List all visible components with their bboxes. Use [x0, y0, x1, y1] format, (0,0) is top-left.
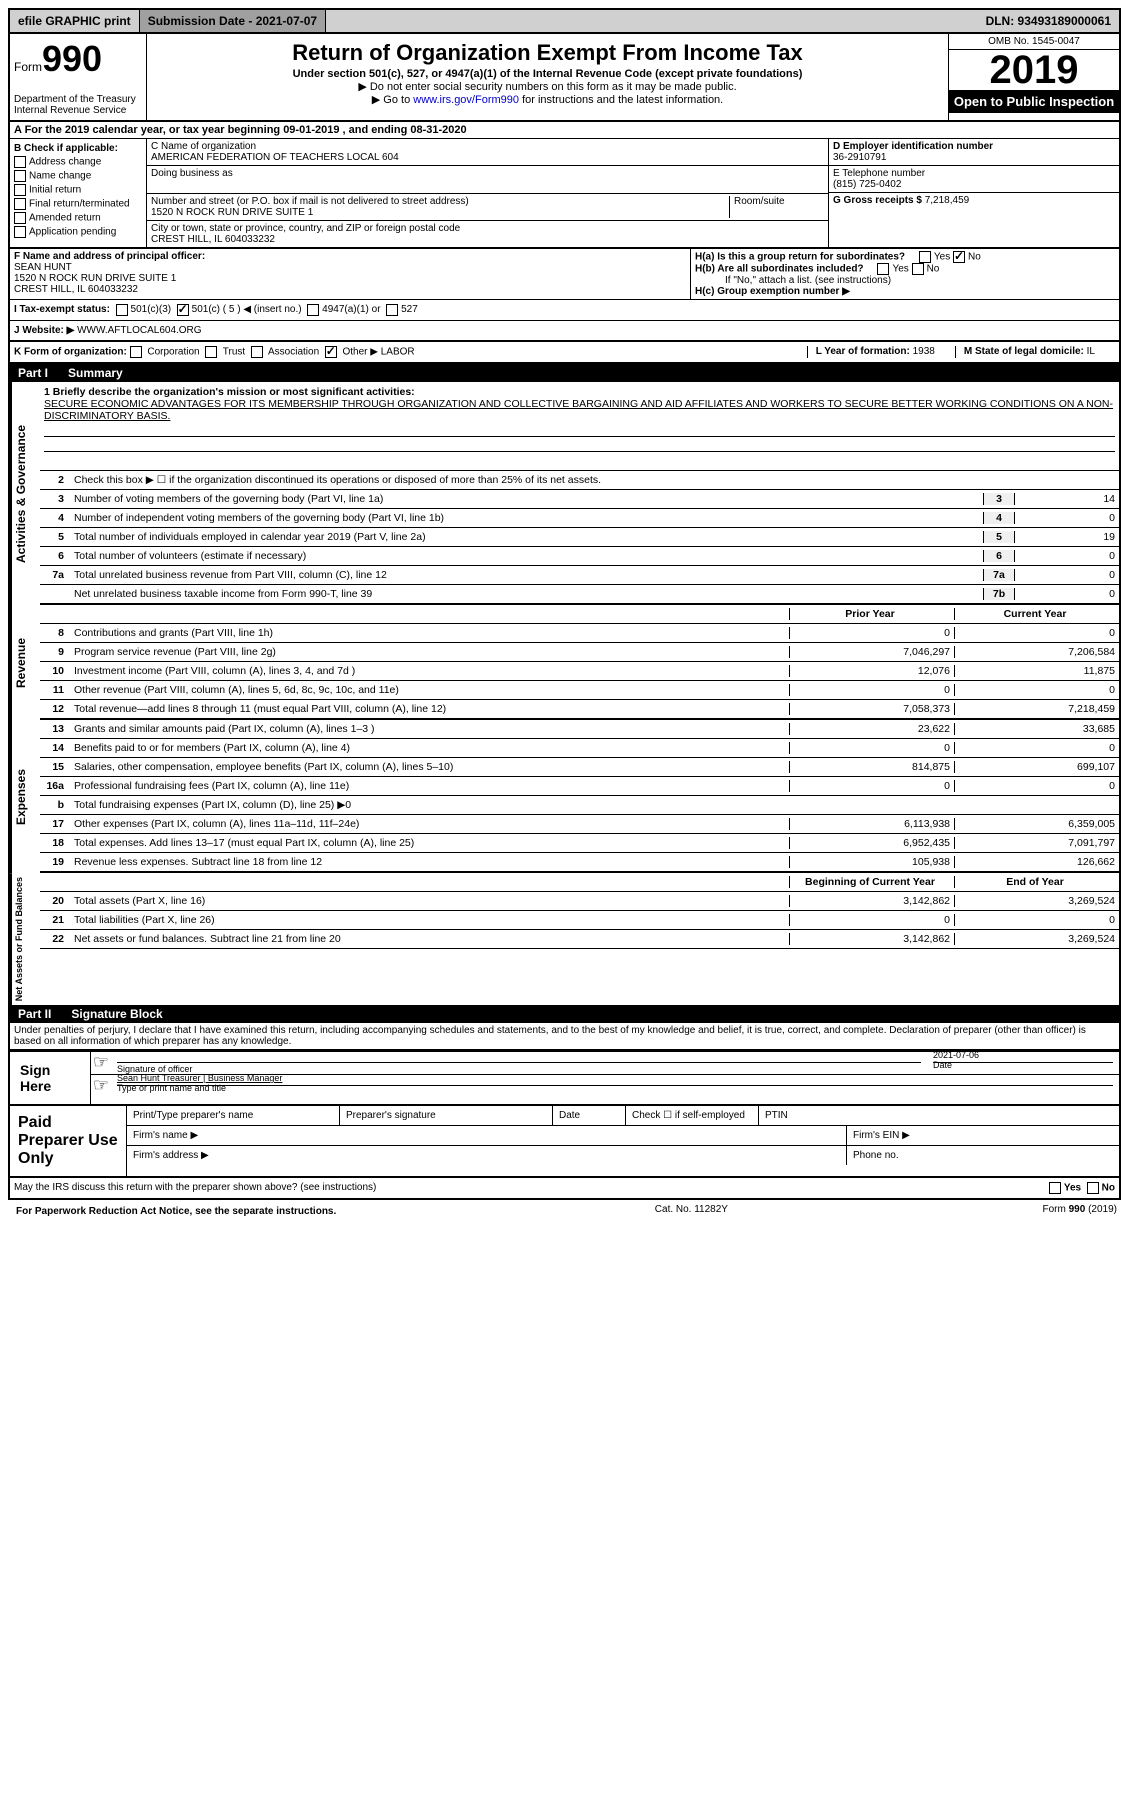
form-title-box: Return of Organization Exempt From Incom…: [147, 34, 949, 120]
org-address: 1520 N ROCK RUN DRIVE SUITE 1: [151, 207, 729, 218]
L-cell: L Year of formation: 1938: [807, 346, 935, 358]
phone-cell: E Telephone number (815) 725-0402: [829, 166, 1119, 193]
org-name: AMERICAN FEDERATION OF TEACHERS LOCAL 60…: [151, 152, 824, 163]
K-L-M-row: K Form of organization: Corporation Trus…: [10, 342, 1119, 364]
column-B: B Check if applicable: Address change Na…: [10, 139, 147, 247]
irs-link[interactable]: www.irs.gov/Form990: [413, 94, 519, 106]
chk-name[interactable]: Name change: [14, 170, 142, 182]
part-I-header: Part I Summary: [10, 364, 1119, 382]
form-subtitle: Under section 501(c), 527, or 4947(a)(1)…: [155, 68, 940, 80]
room-suite: Room/suite: [729, 196, 824, 218]
officer-cell: F Name and address of principal officer:…: [10, 249, 691, 299]
note1: ▶ Do not enter social security numbers o…: [155, 80, 940, 93]
M-cell: M State of legal domicile: IL: [955, 346, 1095, 358]
addr-cell: Number and street (or P.O. box if mail i…: [147, 194, 828, 221]
note2: ▶ Go to www.irs.gov/Form990 for instruct…: [155, 93, 940, 106]
submission-date: Submission Date - 2021-07-07: [140, 10, 326, 32]
H-cell: H(a) Is this a group return for subordin…: [691, 249, 1119, 299]
ein-value: 36-2910791: [833, 152, 886, 163]
year-box: OMB No. 1545-0047 2019 Open to Public In…: [949, 34, 1119, 120]
phone-value: (815) 725-0402: [833, 179, 1115, 190]
expenses-label: Expenses: [10, 720, 40, 873]
part-II-header: Part II Signature Block: [10, 1005, 1119, 1023]
net-assets-section: Net Assets or Fund Balances Beginning of…: [10, 873, 1119, 1005]
form-title: Return of Organization Exempt From Incom…: [155, 40, 940, 66]
header-row: Form990 Department of the Treasury Inter…: [10, 34, 1119, 122]
chk-final[interactable]: Final return/terminated: [14, 198, 142, 210]
efile-label[interactable]: efile GRAPHIC print: [10, 10, 140, 32]
paid-preparer-section: Paid Preparer Use Only Print/Type prepar…: [10, 1106, 1119, 1178]
net-label: Net Assets or Fund Balances: [10, 873, 40, 1005]
topbar: efile GRAPHIC print Submission Date - 20…: [10, 10, 1119, 34]
officer-addr: 1520 N ROCK RUN DRIVE SUITE 1 CREST HILL…: [14, 273, 176, 295]
F-H-row: F Name and address of principal officer:…: [10, 249, 1119, 300]
revenue-label: Revenue: [10, 605, 40, 720]
dept-label: Department of the Treasury Internal Reve…: [14, 94, 142, 116]
governance-section: Activities & Governance 1 Briefly descri…: [10, 382, 1119, 605]
gross-cell: G Gross receipts $ 7,218,459: [829, 193, 1119, 208]
B-label: B Check if applicable:: [14, 143, 118, 154]
ein-cell: D Employer identification number 36-2910…: [829, 139, 1119, 166]
expenses-section: Expenses 13Grants and similar amounts pa…: [10, 720, 1119, 873]
gross-receipts: 7,218,459: [925, 195, 970, 206]
chk-pending[interactable]: Application pending: [14, 226, 142, 238]
org-city: CREST HILL, IL 604033232: [151, 234, 824, 245]
tax-exempt-row: I Tax-exempt status: 501(c)(3) 501(c) ( …: [10, 300, 1119, 321]
officer-name-title: Sean Hunt Treasurer | Business Manager T…: [117, 1085, 1113, 1096]
chk-amended[interactable]: Amended return: [14, 212, 142, 224]
main-grid: B Check if applicable: Address change Na…: [10, 139, 1119, 249]
dln: DLN: 93493189000061: [978, 10, 1119, 32]
penalties-text: Under penalties of perjury, I declare th…: [10, 1023, 1119, 1050]
tax-year: 2019: [949, 50, 1119, 90]
K-cell: K Form of organization: Corporation Trus…: [14, 346, 415, 358]
preparer-label: Paid Preparer Use Only: [10, 1106, 127, 1176]
mission-box: 1 Briefly describe the organization's mi…: [40, 382, 1119, 471]
footer: For Paperwork Reduction Act Notice, see …: [8, 1200, 1121, 1223]
line-A: A For the 2019 calendar year, or tax yea…: [10, 122, 1119, 139]
discuss-row: May the IRS discuss this return with the…: [10, 1178, 1119, 1198]
form-label-box: Form990 Department of the Treasury Inter…: [10, 34, 147, 120]
form-word: Form: [14, 60, 42, 74]
mission-text: SECURE ECONOMIC ADVANTAGES FOR ITS MEMBE…: [44, 398, 1113, 422]
form-number: 990: [42, 38, 102, 79]
sign-here-section: Sign Here ☞ Signature of officer 2021-07…: [10, 1050, 1119, 1106]
website-value: WWW.AFTLOCAL604.ORG: [77, 325, 201, 336]
column-right: D Employer identification number 36-2910…: [829, 139, 1119, 247]
city-cell: City or town, state or province, country…: [147, 221, 828, 247]
inspection-badge: Open to Public Inspection: [949, 90, 1119, 113]
form-container: efile GRAPHIC print Submission Date - 20…: [8, 8, 1121, 1200]
officer-name: SEAN HUNT: [14, 262, 72, 273]
governance-label: Activities & Governance: [10, 382, 40, 605]
dba-cell: Doing business as: [147, 166, 828, 194]
website-row: J Website: ▶ WWW.AFTLOCAL604.ORG: [10, 321, 1119, 342]
sign-here-label: Sign Here: [10, 1052, 91, 1104]
org-name-cell: C Name of organization AMERICAN FEDERATI…: [147, 139, 828, 166]
chk-initial[interactable]: Initial return: [14, 184, 142, 196]
revenue-section: Revenue Prior YearCurrent Year 8Contribu…: [10, 605, 1119, 720]
column-C: C Name of organization AMERICAN FEDERATI…: [147, 139, 829, 247]
chk-address[interactable]: Address change: [14, 156, 142, 168]
